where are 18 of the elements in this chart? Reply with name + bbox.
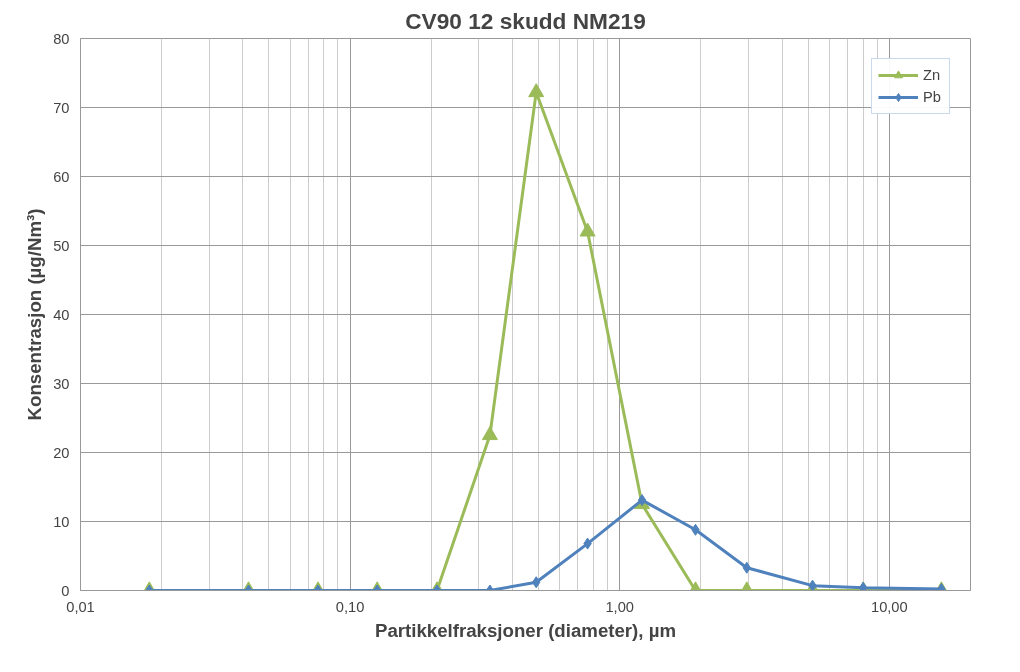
y-tick-label: 50: [53, 237, 70, 254]
y-tick-label: 80: [53, 30, 70, 47]
x-tick-label: 1,00: [605, 598, 634, 615]
x-axis-title: Partikkelfraksjoner (diameter), µm: [374, 619, 677, 641]
x-tick-label: 0,01: [66, 598, 95, 615]
legend-label: Pb: [923, 89, 942, 105]
y-tick-label: 70: [53, 99, 70, 116]
y-tick-label: 10: [53, 513, 70, 530]
chart-title: CV90 12 skudd NM219: [405, 7, 646, 34]
x-tick-label: 0,10: [335, 598, 365, 615]
y-tick-label: 20: [53, 444, 70, 461]
y-tick-label: 30: [53, 375, 70, 392]
y-tick-label: 0: [61, 582, 70, 599]
y-tick-label: 60: [53, 168, 70, 185]
x-tick-label: 10,00: [871, 598, 908, 615]
y-axis-title: Konsentrasjon (µg/Nm³): [24, 208, 46, 421]
legend-label: Zn: [923, 67, 942, 83]
y-tick-label: 40: [53, 306, 70, 323]
